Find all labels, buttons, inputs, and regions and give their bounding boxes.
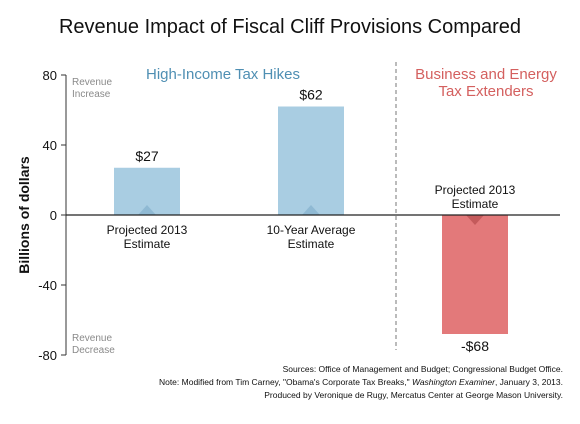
y-axis-label: Billions of dollars	[16, 156, 32, 274]
y-tick-label: 0	[50, 208, 57, 223]
bar-2-value-label: $62	[299, 87, 323, 103]
note-modified-part2: , January 3, 2013.	[495, 377, 563, 387]
revenue-decrease-label-line2: Decrease	[72, 345, 115, 356]
note-producer: Produced by Veronique de Rugy, Mercatus …	[264, 390, 563, 400]
note-sources: Sources: Office of Management and Budget…	[283, 364, 563, 374]
bar-1-notch	[138, 205, 156, 215]
bar-2	[278, 106, 344, 215]
group-header-business-line2: Tax Extenders	[438, 83, 533, 100]
note-modified: Note: Modified from Tim Carney, "Obama's…	[159, 377, 563, 387]
bar-3-value-label: -$68	[461, 338, 489, 354]
bar-2-notch	[302, 205, 320, 215]
note-modified-publication: Washington Examiner	[412, 377, 496, 387]
y-tick-label: 80	[43, 68, 57, 83]
chart-title: Revenue Impact of Fiscal Cliff Provision…	[59, 16, 521, 38]
y-tick-label: -40	[38, 278, 57, 293]
bar-1-category-line1: Projected 2013	[107, 223, 188, 237]
bar-3-notch	[466, 215, 484, 225]
y-tick-label: -80	[38, 348, 57, 363]
group-header-business-line1: Business and Energy	[415, 66, 557, 83]
bar-2-category-line1: 10-Year Average	[267, 223, 356, 237]
bar-1-category-line2: Estimate	[124, 237, 171, 251]
note-modified-part1: Note: Modified from Tim Carney, "Obama's…	[159, 377, 412, 387]
bar-3-category-line2: Estimate	[452, 197, 499, 211]
plot-area: 80400-40-80RevenueIncreaseRevenueDecreas…	[38, 62, 560, 363]
revenue-increase-label-line2: Increase	[72, 89, 111, 100]
revenue-decrease-label-line1: Revenue	[72, 333, 112, 344]
group-header-high-income: High-Income Tax Hikes	[146, 66, 300, 83]
bar-3-category-line1: Projected 2013	[435, 183, 516, 197]
y-tick-label: 40	[43, 138, 57, 153]
bar-1-value-label: $27	[135, 148, 159, 164]
revenue-increase-label-line1: Revenue	[72, 77, 112, 88]
bar-2-category-line2: Estimate	[288, 237, 335, 251]
bar-3	[442, 215, 508, 334]
